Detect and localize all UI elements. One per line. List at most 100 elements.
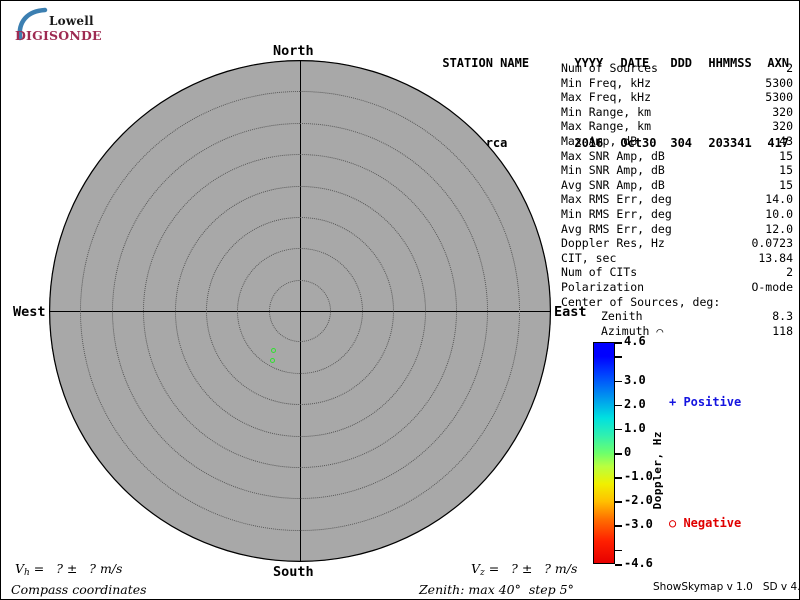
vz-subscript: z [480, 568, 485, 578]
stat-label: Max Freq, kHz [561, 90, 652, 105]
source-marker [269, 358, 275, 364]
stat-label: Num of CITs [561, 265, 638, 280]
skymap-plot [49, 60, 551, 562]
header-col-axn: AXN [767, 56, 790, 70]
stat-row: Doppler Res, Hz 0.0723 [561, 236, 793, 251]
stat-label: Min RMS Err, deg [561, 206, 672, 221]
stat-row: Max SNR Amp, dB 15 [561, 149, 793, 164]
stat-value: 15 [779, 163, 793, 178]
colorbar-tick [615, 549, 622, 552]
doppler-colorbar [593, 342, 615, 564]
stat-row: Min Range, km 320 [561, 105, 793, 120]
colorbar-tick [615, 564, 622, 566]
stat-row: Avg RMS Err, deg 12.0 [561, 222, 793, 237]
legend-negative: ○ Negative [669, 516, 742, 530]
stat-label: Min SNR Amp, dB [561, 163, 665, 178]
stat-row: Avg SNR Amp, dB 15 [561, 178, 793, 193]
colorbar-tick [615, 525, 622, 527]
vertical-velocity-readout: Vz = ? ± ? m/s [471, 561, 577, 578]
header-col-yyyy: YYYY [574, 56, 604, 70]
stat-label: Max RMS Err, deg [561, 192, 672, 207]
header-val-hhmmss: 203341 [708, 136, 752, 150]
stat-value: 13.84 [758, 250, 793, 265]
stat-value: 15 [779, 177, 793, 192]
stat-label: Max Range, km [561, 119, 652, 134]
stat-label: Max Amp, dB [561, 133, 638, 148]
center-zenith-value: 8.3 [772, 309, 793, 324]
colorbar-tick [615, 380, 622, 383]
center-heading-text: Center of Sources, deg: [561, 294, 721, 309]
compass-label-east: East [554, 304, 587, 320]
colorbar-tick-label: 4.6 [624, 334, 646, 348]
center-azimuth-value: 118 [772, 323, 793, 338]
stat-value: O-mode [751, 279, 793, 294]
logo-lowell-text: Lowell [49, 14, 94, 28]
stat-value: 0.0723 [751, 236, 793, 251]
stat-value: 5300 [765, 75, 793, 90]
center-of-sources-azimuth: Azimuth ⌒ 118 [561, 324, 793, 339]
stat-value: 10.0 [765, 206, 793, 221]
colorbar-tick [615, 428, 622, 431]
colorbar-tick-label: 3.0 [624, 372, 646, 387]
horizontal-velocity-readout: Vh = ? ± ? m/s [15, 561, 122, 578]
colorbar-tick-label: -1.0 [624, 469, 653, 484]
colorbar-tick-label: -3.0 [624, 517, 653, 532]
stat-label: Num of Sources [561, 61, 658, 75]
colorbar-axis-title: Doppler, Hz [651, 431, 664, 510]
colorbar-tick-label: 1.0 [624, 420, 646, 435]
colorbar-tick [615, 356, 622, 358]
compass-label-north: North [273, 43, 314, 59]
stat-value: 2 [786, 265, 793, 280]
center-azimuth-label: Azimuth ⌒ [601, 323, 664, 338]
stat-row: Max Amp, dB 43 [561, 134, 793, 149]
center-of-sources-zenith: Zenith 8.3 [561, 309, 793, 324]
stat-row: Max Freq, kHz 5300 [561, 90, 793, 105]
stat-row: Min SNR Amp, dB 15 [561, 163, 793, 178]
header-columns-row: STATION NAMEYYYYDATEDDDHHMMSSAXNPPSIGP [399, 39, 800, 87]
statistics-panel: Num of Sources 2 Min Freq, kHz 5300 Max Freq… [561, 61, 793, 338]
stat-value: 43 [779, 133, 793, 148]
compass-label-south: South [273, 564, 314, 580]
stat-row: Min RMS Err, deg 10.0 [561, 207, 793, 222]
stat-value: 14.0 [765, 192, 793, 207]
vz-value: = ? ± ? m/s [484, 561, 578, 576]
zenith-scale-label: Zenith: max 40° step 5° [419, 582, 574, 597]
zenith-ring-35 [80, 91, 520, 531]
legend-positive: + Positive [669, 395, 742, 409]
center-of-sources-heading: Center of Sources, deg: [561, 295, 793, 310]
stat-label: Polarization [561, 279, 645, 294]
header-col-ddd: DDD [670, 56, 693, 70]
stat-row: Max RMS Err, deg 14.0 [561, 192, 793, 207]
stat-row: Num of Sources 2 [561, 61, 793, 76]
stat-row: Polarization O-mode [561, 280, 793, 295]
header-col-hhmmss: HHMMSS [708, 56, 752, 70]
header-col-station: STATION NAME [442, 56, 530, 70]
header-val-yyyy: 2016 [574, 136, 604, 150]
colorbar-tick-label: 2.0 [624, 396, 646, 411]
stat-row: Min Freq, kHz 5300 [561, 76, 793, 91]
colorbar-tick [615, 477, 622, 479]
stat-value: 12.0 [765, 221, 793, 236]
stat-row: Max Range, km 320 [561, 119, 793, 134]
logo-digisonde-text: DIGISONDE [15, 28, 102, 43]
vh-subscript: h [24, 568, 30, 578]
header-val-axn: 417 [767, 136, 790, 150]
colorbar-tick [615, 342, 622, 344]
vh-symbol: V [15, 561, 25, 576]
vz-symbol: V [471, 561, 481, 576]
stat-value: 320 [772, 119, 793, 134]
header-col-date: DATE [620, 56, 650, 70]
stat-label: CIT, sec [561, 250, 617, 265]
center-zenith-label: Zenith [601, 309, 643, 324]
source-marker [271, 347, 277, 353]
header-col-pps: PPS [798, 55, 800, 71]
stat-value: 5300 [765, 90, 793, 105]
colorbar-tick-label: 0 [624, 445, 632, 459]
stat-label: Doppler Res, Hz [561, 236, 665, 251]
colorbar-tick [615, 501, 622, 503]
compass-label-west: West [13, 304, 46, 320]
colorbar-tick [615, 453, 622, 455]
stat-label: Avg RMS Err, deg [561, 221, 672, 236]
arc-icon [17, 7, 48, 41]
